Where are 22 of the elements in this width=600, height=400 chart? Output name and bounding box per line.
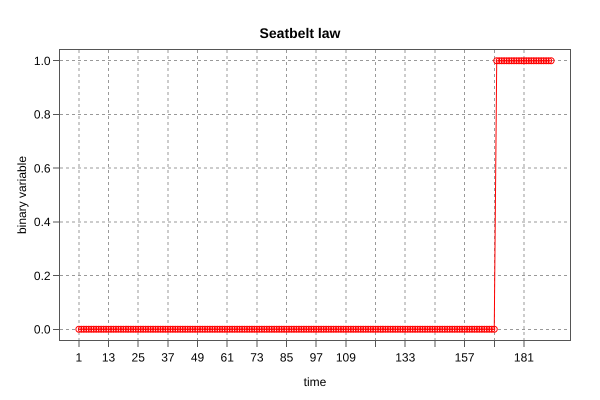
y-axis-title: binary variable — [15, 156, 29, 234]
x-tick-label: 85 — [280, 350, 294, 364]
x-tick-label: 13 — [102, 350, 116, 364]
x-tick-label: 61 — [220, 350, 234, 364]
x-tick-label: 1 — [76, 350, 83, 364]
chart-title: Seatbelt law — [260, 24, 341, 41]
x-tick-label: 109 — [336, 350, 356, 364]
y-tick-label: 0.2 — [34, 268, 51, 283]
x-tick-label: 97 — [310, 350, 324, 364]
y-tick-label: 1.0 — [34, 54, 51, 68]
y-tick-label: 0.6 — [34, 161, 51, 176]
x-axis-title: time — [304, 375, 327, 389]
x-tick-label: 181 — [514, 350, 534, 364]
x-tick-label: 49 — [190, 350, 205, 364]
x-tick-label: 133 — [395, 350, 416, 364]
x-tick-label: 25 — [132, 350, 146, 364]
x-tick-label: 157 — [454, 350, 475, 364]
x-tick-label: 73 — [250, 350, 264, 364]
x-tick-label: 37 — [161, 350, 175, 364]
y-tick-label: 0.8 — [34, 108, 51, 122]
y-tick-label: 0.4 — [34, 215, 51, 230]
y-tick-label: 0.0 — [34, 322, 51, 336]
